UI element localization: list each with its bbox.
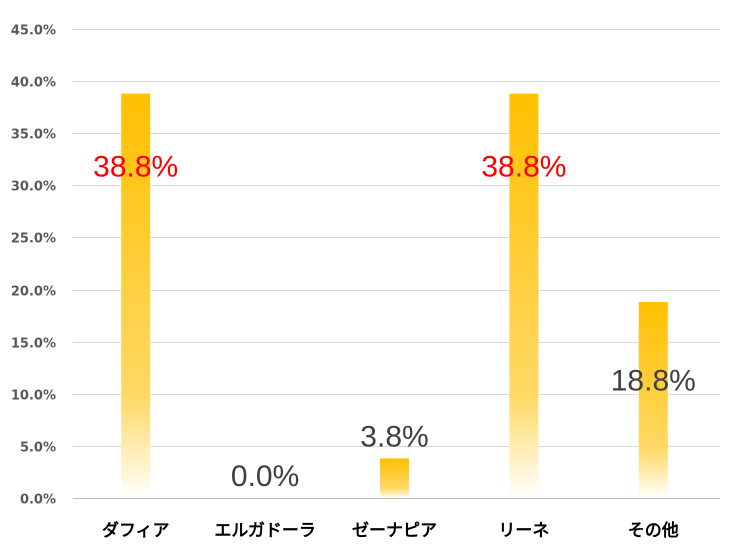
y-tick-label: 5.0% xyxy=(20,441,56,456)
y-tick-label: 10.0% xyxy=(11,389,56,404)
y-axis-ticks: 0.0% 5.0% 10.0% 15.0% 20.0% 25.0% 30.0% 35.0% 40… xyxy=(11,24,56,508)
y-tick-label: 0.0% xyxy=(20,493,56,508)
bar xyxy=(121,93,151,499)
y-tick-label: 35.0% xyxy=(11,128,56,143)
y-tick-label: 45.0% xyxy=(11,24,56,39)
y-tick-label: 30.0% xyxy=(11,180,56,195)
x-tick-label: ゼーナピア xyxy=(352,520,437,541)
bar xyxy=(638,302,668,498)
data-label: 38.8% xyxy=(481,151,566,184)
y-tick-label: 15.0% xyxy=(11,337,56,352)
x-tick-label: エルガドーラ xyxy=(214,521,316,541)
x-axis-ticks: ダフィア エルガドーラ ゼーナピア リーネ その他 xyxy=(102,520,679,541)
data-label: 18.8% xyxy=(611,364,696,397)
y-tick-label: 40.0% xyxy=(11,76,56,91)
y-tick-label: 20.0% xyxy=(11,285,56,300)
data-label: 3.8% xyxy=(360,420,428,453)
bar xyxy=(380,458,409,498)
gridlines xyxy=(73,29,720,499)
bars xyxy=(121,93,668,499)
data-labels: 38.8% 0.0% 3.8% 38.8% 18.8% xyxy=(93,151,696,493)
bar xyxy=(509,93,539,499)
x-tick-label: ダフィア xyxy=(102,520,170,541)
x-tick-label: リーネ xyxy=(498,521,549,541)
data-label: 38.8% xyxy=(93,151,178,184)
y-tick-label: 25.0% xyxy=(11,232,56,247)
x-tick-label: その他 xyxy=(628,520,679,541)
data-label: 0.0% xyxy=(231,460,299,493)
